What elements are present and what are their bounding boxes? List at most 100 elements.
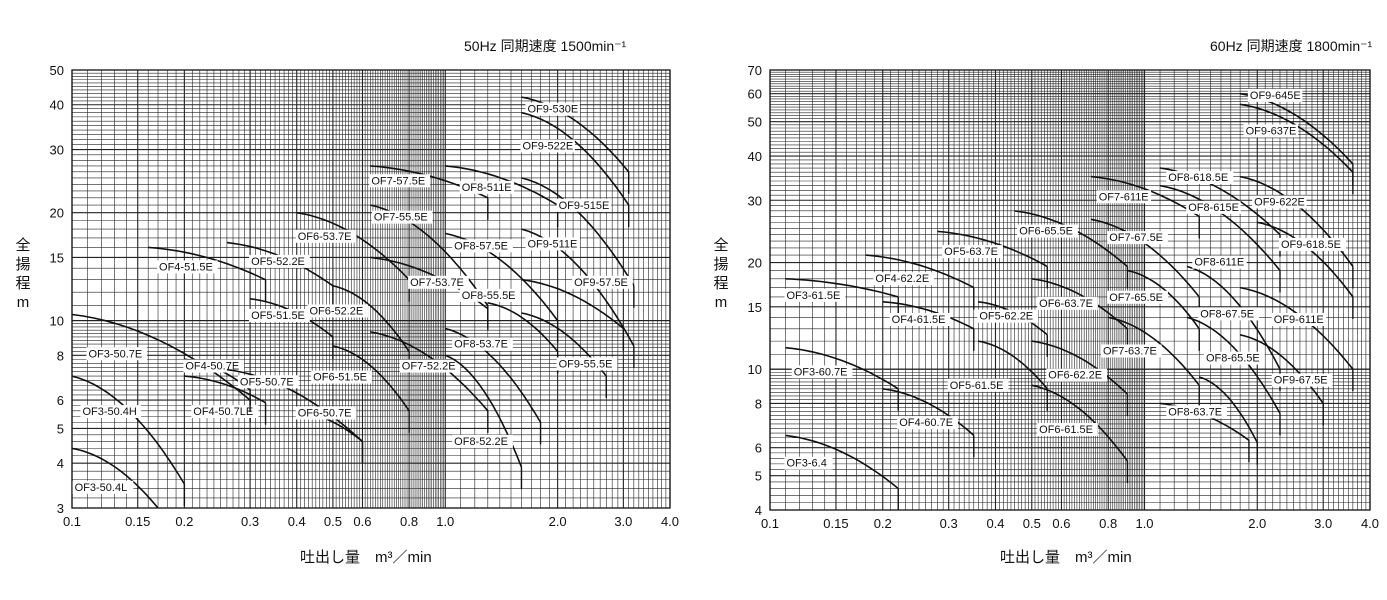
model-label: OF8-53.7E (454, 339, 508, 351)
head-curve (1127, 269, 1200, 330)
series-of6-61.5e: OF6-61.5E (1031, 384, 1129, 484)
series-of8-63.7e: OF8-63.7E (1159, 402, 1250, 463)
head-curve (1091, 175, 1200, 218)
y-tick-label: 15 (748, 300, 762, 315)
series-of6-52.2e: OF6-52.2E (307, 285, 410, 374)
y-axis-label-60hz: 全揚程 m (713, 237, 729, 311)
y-tick-label: 60 (748, 87, 762, 102)
label-bg (556, 198, 612, 212)
label-bg (1252, 195, 1307, 209)
model-label: OF5-52.2E (251, 256, 305, 268)
x-tick-label: 0.1 (63, 514, 81, 529)
series-of4-51.5e: OF4-51.5E (148, 246, 267, 302)
label-bg (1278, 237, 1346, 251)
label-bg (791, 365, 853, 379)
x-tick-label: 0.15 (125, 514, 150, 529)
label-bg (72, 480, 134, 494)
label-bg (1243, 124, 1298, 138)
series-of6-53.7e: OF6-53.7E (295, 211, 410, 302)
model-label: OF3-50.4L (75, 482, 128, 494)
series-of8-55.5e: OF8-55.5E (459, 288, 559, 374)
model-label: OF4-60.7E (899, 417, 953, 429)
y-tick-label: 5 (755, 469, 762, 484)
series-of7-52.2e: OF7-52.2E (370, 331, 489, 433)
y-tick-label: 40 (748, 149, 762, 164)
model-label: OF4-50.7E (185, 361, 239, 373)
x-tick-label: 0.5 (324, 514, 342, 529)
label-bg (452, 434, 513, 448)
y-tick-label: 20 (748, 256, 762, 271)
label-bg (295, 406, 357, 420)
series-of3-50.7e: OF3-50.7E (71, 313, 251, 423)
label-bg (452, 239, 513, 253)
x-tick-label: 0.15 (823, 516, 848, 531)
y-tick-label: 70 (748, 63, 762, 78)
head-curve (71, 447, 159, 509)
model-label: OF3-50.4H (82, 406, 136, 418)
chart-title-60hz: 60Hz 同期速度 1800min⁻¹ (1210, 38, 1373, 54)
y-tick-label: 8 (755, 396, 762, 411)
model-label: OF8-57.5E (454, 240, 508, 252)
model-label: OF6-63.7E (1039, 298, 1093, 310)
model-label: OF4-50.7LE (193, 406, 253, 418)
label-bg (86, 347, 148, 361)
y-tick-label: 50 (50, 63, 64, 78)
y-tick-label: 20 (50, 206, 64, 221)
label-bg (1096, 190, 1152, 204)
x-tick-label: 0.3 (241, 514, 259, 529)
x-tick-label: 0.5 (1023, 516, 1041, 531)
x-tick-label: 0.1 (761, 516, 779, 531)
head-curve (785, 346, 899, 390)
model-label: OF7-57.5E (371, 175, 425, 187)
model-label: OF6-53.7E (298, 231, 352, 243)
head-curve (1090, 218, 1200, 298)
label-bg (1271, 373, 1333, 387)
head-curve (1031, 340, 1128, 395)
head-curve (1031, 384, 1129, 462)
label-bg (947, 378, 1009, 392)
model-label: OF7-67.5E (1109, 232, 1163, 244)
y-tick-label: 3 (57, 501, 64, 516)
label-bg (249, 254, 310, 268)
chart-50hz: 0.1 0.15 0.2 0.3 0.4 0.5 0.6 0.8 1.0 2.0 3.0 4.0 3 4 5… (50, 63, 680, 529)
x-tick-label: 0.6 (353, 514, 371, 529)
series-of3-50.4l: OF3-50.4L (71, 447, 159, 509)
series-of5-51.5e: OF5-51.5E (249, 298, 334, 359)
x-tick-label: 4.0 (661, 514, 679, 529)
label-bg (1101, 344, 1162, 358)
series-of4-50.7le: OF4-50.7LE (184, 375, 267, 425)
series-of8-67.5e: OF8-67.5E (1186, 307, 1281, 436)
label-bg (1046, 368, 1107, 382)
head-curve (148, 246, 266, 281)
label-bg (311, 370, 372, 384)
series-of8-52.2e: OF8-52.2E (444, 354, 523, 490)
label-bg (237, 375, 299, 389)
label-bg (1017, 224, 1078, 238)
y-tick-label: 10 (748, 362, 762, 377)
label-bg (1107, 231, 1168, 245)
label-bg (1037, 296, 1098, 310)
model-label: OF9-611E (1274, 314, 1324, 326)
model-label: OF8-63.7E (1168, 406, 1222, 418)
series-of7-55.5e: OF7-55.5E (370, 204, 489, 328)
model-label: OF7-63.7E (1103, 345, 1157, 357)
model-label: OF9-645E (1250, 90, 1301, 102)
head-curve (184, 375, 266, 404)
model-label: OF8-65.5E (1206, 353, 1260, 365)
model-label: OF5-50.7E (240, 376, 294, 388)
label-bg (1037, 423, 1098, 437)
model-label: OF6-62.2E (1048, 370, 1102, 382)
model-label: OF8-55.5E (462, 290, 516, 302)
x-tick-label: 0.2 (874, 516, 892, 531)
series-of4-60.7e: OF4-60.7E (882, 388, 975, 458)
model-label: OF9-515E (559, 200, 610, 212)
model-label: OF9-522E (522, 141, 573, 153)
model-label: OF9-57.5E (574, 277, 628, 289)
label-bg (572, 275, 633, 289)
label-bg (977, 309, 1039, 323)
model-label: OF3-6.4 (787, 458, 827, 470)
x-tick-label: 2.0 (1248, 516, 1266, 531)
x-tick-label: 1.0 (436, 514, 454, 529)
head-curve (445, 327, 542, 423)
head-curve (1031, 278, 1128, 330)
